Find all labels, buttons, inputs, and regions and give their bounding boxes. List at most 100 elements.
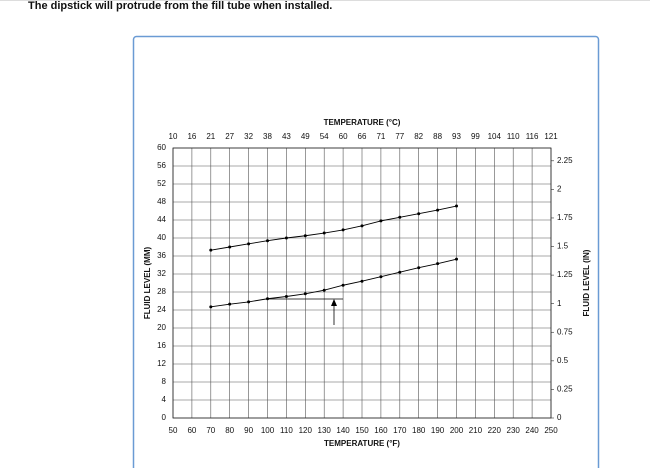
- x2-tick-label: 38: [263, 132, 272, 141]
- point: [341, 228, 345, 232]
- y2-tick-label: 1.5: [557, 242, 569, 251]
- x-tick-label: 230: [507, 426, 521, 435]
- x-title: TEMPERATURE (°F): [324, 439, 400, 448]
- point: [417, 212, 421, 216]
- x2-tick-label: 43: [282, 132, 291, 141]
- y2-tick-label: 0.5: [557, 356, 569, 365]
- x2-tick-label: 93: [452, 132, 461, 141]
- x2-tick-label: 77: [395, 132, 404, 141]
- y2-tick-label: 1.25: [557, 270, 573, 279]
- point: [379, 275, 383, 279]
- x-tick-label: 200: [450, 426, 464, 435]
- x-tick-label: 240: [525, 426, 539, 435]
- point: [266, 239, 269, 243]
- y2-tick-label: 2.25: [557, 156, 573, 165]
- x2-tick-label: 54: [320, 132, 329, 141]
- y-tick-label: 8: [162, 377, 167, 386]
- y2-tick-label: 1.75: [557, 213, 573, 222]
- point: [209, 248, 213, 252]
- x-top-title: TEMPERATURE (°C): [324, 118, 401, 127]
- x-tick-label: 90: [244, 426, 253, 435]
- x2-tick-label: 88: [433, 132, 442, 141]
- y-tick-label: 56: [157, 161, 166, 170]
- x2-tick-label: 82: [414, 132, 423, 141]
- series-line: [210, 258, 457, 308]
- x-tick-label: 120: [299, 426, 313, 435]
- point: [455, 204, 458, 208]
- y-title: FLUID LEVEL (MM): [143, 247, 152, 320]
- point: [341, 283, 345, 287]
- y-tick-label: 16: [157, 341, 166, 350]
- x-tick-label: 130: [318, 426, 332, 435]
- figure-box: [132, 35, 600, 468]
- point: [228, 245, 232, 249]
- x2-tick-label: 71: [376, 132, 385, 141]
- y-tick-label: 12: [157, 359, 166, 368]
- x2-tick-label: 32: [244, 132, 253, 141]
- point: [417, 266, 421, 270]
- x2-tick-label: 104: [488, 132, 502, 141]
- point: [436, 208, 440, 212]
- y-tick-label: 32: [157, 269, 166, 278]
- point: [455, 257, 458, 261]
- point: [398, 215, 402, 219]
- x-tick-label: 60: [187, 426, 196, 435]
- x2-tick-label: 110: [507, 132, 520, 141]
- x-tick-label: 70: [206, 426, 215, 435]
- point: [322, 231, 326, 235]
- x-tick-label: 50: [169, 426, 178, 435]
- point: [247, 300, 251, 304]
- page-text: The dipstick will protrude from the fill…: [28, 0, 332, 12]
- y-tick-label: 0: [162, 413, 167, 422]
- x2-tick-label: 16: [187, 132, 196, 141]
- point: [360, 279, 364, 283]
- point: [303, 292, 307, 296]
- point: [228, 302, 232, 306]
- x-tick-label: 210: [469, 426, 483, 435]
- point: [436, 262, 440, 266]
- x2-tick-label: 49: [301, 132, 310, 141]
- x-tick-label: 180: [412, 426, 426, 435]
- x-tick-label: 110: [280, 426, 293, 435]
- plot-frame: [172, 147, 552, 419]
- x-tick-label: 100: [261, 426, 275, 435]
- point: [247, 242, 251, 246]
- x2-tick-label: 99: [471, 132, 480, 141]
- y2-tick-label: 2: [557, 184, 562, 193]
- x-tick-label: 150: [355, 426, 369, 435]
- y-tick-label: 36: [157, 251, 166, 260]
- point: [398, 270, 402, 274]
- point: [360, 224, 364, 228]
- y-tick-label: 4: [162, 395, 167, 404]
- x2-tick-label: 116: [526, 132, 539, 141]
- x2-tick-label: 27: [225, 132, 234, 141]
- point: [379, 219, 383, 223]
- x-tick-label: 160: [374, 426, 388, 435]
- point: [209, 305, 213, 309]
- x-tick-label: 220: [488, 426, 502, 435]
- x-tick-label: 140: [336, 426, 350, 435]
- arrow-head: [331, 299, 337, 306]
- y-tick-label: 60: [157, 143, 166, 152]
- point: [322, 288, 326, 292]
- y-tick-label: 48: [157, 197, 166, 206]
- x2-tick-label: 21: [206, 132, 215, 141]
- point: [284, 236, 288, 240]
- y2-tick-label: 0: [557, 413, 562, 422]
- point: [303, 234, 307, 238]
- x2-tick-label: 66: [358, 132, 367, 141]
- x2-tick-label: 60: [339, 132, 348, 141]
- y-tick-label: 52: [157, 179, 166, 188]
- x-tick-label: 190: [431, 426, 445, 435]
- y2-tick-label: 0.25: [557, 385, 573, 394]
- point: [284, 295, 288, 298]
- x-tick-label: 250: [544, 426, 558, 435]
- y2-tick-label: 1: [557, 299, 562, 308]
- y-tick-label: 28: [157, 287, 166, 296]
- x2-tick-label: 121: [544, 132, 558, 141]
- y-tick-label: 24: [157, 305, 166, 314]
- y2-tick-label: 0.75: [557, 327, 573, 336]
- x-tick-label: 170: [393, 426, 407, 435]
- annotation: [267, 298, 343, 325]
